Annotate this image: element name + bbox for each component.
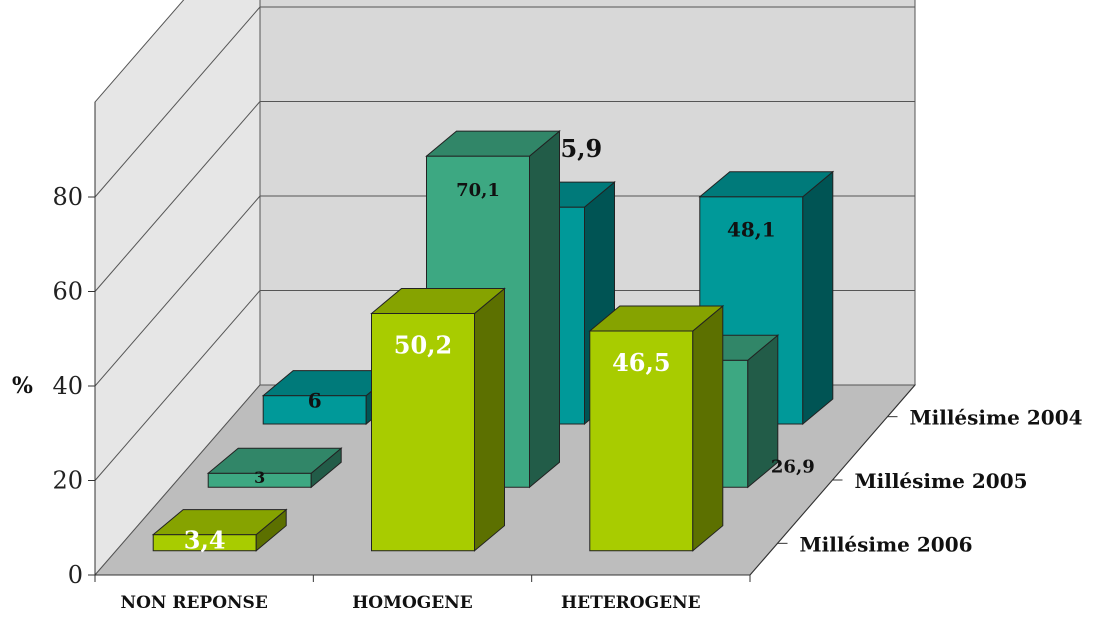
bar-mill-sime-2006-homogene: 50,2 (370, 287, 506, 552)
data-label: 50,2 (394, 330, 452, 359)
gridline-side (94, 290, 261, 481)
bar-side (802, 170, 834, 426)
series-label: Millésime 2004 (910, 406, 1083, 430)
data-label: 26,9 (771, 456, 815, 477)
data-label: 70,1 (456, 180, 500, 201)
y-tick-label: 0 (68, 561, 83, 589)
y-tick-label: 60 (52, 278, 83, 306)
bar-top (588, 305, 725, 332)
y-tick-label: 40 (52, 372, 83, 400)
y-axis-label: % (12, 373, 33, 399)
bar-top (698, 171, 835, 198)
gridline-side (94, 101, 261, 292)
bar-top (206, 447, 343, 474)
bar-top (151, 509, 288, 536)
bar-top (370, 288, 506, 314)
y-axis: 0 20 40 60 80 (52, 102, 96, 589)
gridline-side (94, 195, 261, 387)
data-label: 48,1 (727, 218, 776, 242)
gridline-side (94, 6, 261, 198)
x-tick-label: HOMOGENE (352, 593, 473, 612)
bar-mill-sime-2006-heterogene: 46,5 (588, 304, 725, 552)
data-label: 46,5 (612, 348, 670, 377)
series-label: Millésime 2005 (855, 469, 1028, 493)
x-tick-label: HETEROGENE (561, 593, 701, 612)
series-label: Millésime 2006 (800, 532, 973, 556)
series-axis: Millésime 2004 Millésime 2005 Millésime 20… (749, 384, 1083, 576)
x-tick-label: NON REPONSE (121, 593, 268, 612)
bar-side (692, 304, 724, 552)
data-label: 3 (254, 468, 265, 487)
x-axis: NON REPONSE HOMOGENE HETEROGENE (94, 574, 751, 613)
y-tick-label: 80 (52, 183, 83, 211)
bar-mill-sime-2006-non-reponse: 3,4 (151, 508, 288, 555)
data-label: 6 (308, 389, 322, 413)
bar-side (474, 287, 505, 552)
data-label: 3,4 (184, 526, 226, 555)
bar-side (529, 130, 560, 489)
bar-top (425, 130, 561, 157)
bar-mill-sime-2005-non-reponse: 3 (206, 447, 343, 489)
y-tick-label: 20 (52, 467, 83, 495)
